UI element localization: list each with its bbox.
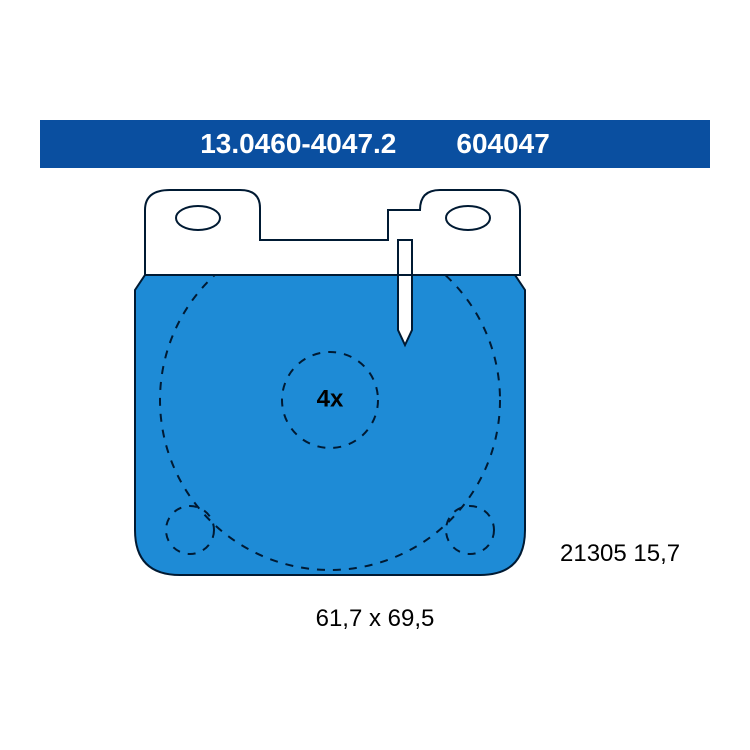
diagram-container: 4x	[120, 180, 630, 620]
part-number-primary: 13.0460-4047.2	[200, 128, 396, 160]
header-bar: 13.0460-4047.2 604047	[40, 120, 710, 168]
part-number-secondary: 604047	[456, 128, 549, 160]
side-code-label: 21305 15,7	[560, 540, 680, 568]
brake-pad-diagram: 4x	[120, 180, 540, 580]
canvas: 13.0460-4047.2 604047 4x 21305 15,7 61,7…	[0, 0, 750, 750]
dimensions-label: 61,7 x 69,5	[0, 605, 750, 633]
quantity-label: 4x	[317, 385, 344, 412]
